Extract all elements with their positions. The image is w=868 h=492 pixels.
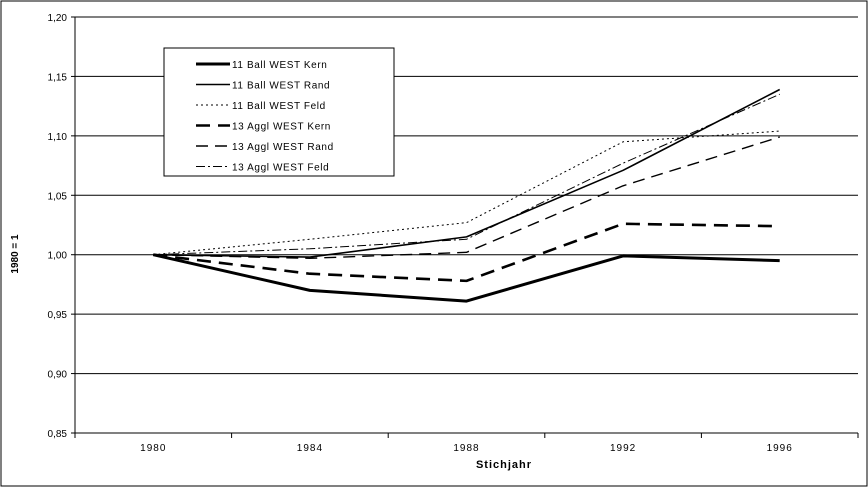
legend: 11 Ball WEST Kern 11 Ball WEST Rand 11 Bal… — [163, 47, 395, 177]
series-line — [153, 93, 780, 256]
series-line — [153, 222, 780, 283]
y-tick-label: 1,00 — [48, 251, 68, 262]
x-tick-label: 1984 — [297, 443, 323, 454]
y-tick-label: 0,85 — [48, 429, 68, 440]
x-axis-label: Stichjahr — [476, 459, 532, 471]
series-line — [152, 253, 780, 303]
legend-label: 13 Aggl WEST Feld — [232, 163, 329, 174]
series-line — [153, 136, 780, 259]
series-lines — [152, 88, 781, 303]
legend-label: 13 Aggl WEST Kern — [232, 122, 331, 133]
y-tick-label: 0,90 — [48, 370, 68, 381]
y-tick-label: 1,15 — [48, 72, 68, 83]
y-tick-label: 1,10 — [48, 132, 68, 143]
legend-box — [163, 47, 395, 177]
axes: 0,85 0,90 0,95 1,00 1,05 1,10 1,15 1,20 1980 1984… — [48, 13, 859, 454]
y-tick-label: 0,95 — [48, 310, 68, 321]
legend-label: 13 Aggl WEST Rand — [232, 142, 334, 153]
legend-label: 11 Ball WEST Rand — [232, 81, 330, 92]
legend-label: 11 Ball WEST Kern — [232, 60, 327, 71]
x-tick-label: 1980 — [140, 443, 166, 454]
y-tick-label: 1,20 — [48, 13, 68, 24]
x-tick-label: 1996 — [767, 443, 793, 454]
legend-label: 11 Ball WEST Feld — [232, 101, 326, 112]
y-axis-label: 1980 = 1 — [10, 234, 21, 274]
y-tick-label: 1,05 — [48, 191, 68, 202]
series-line — [153, 88, 781, 258]
x-tick-label: 1988 — [453, 443, 479, 454]
x-tick-label: 1992 — [610, 443, 636, 454]
